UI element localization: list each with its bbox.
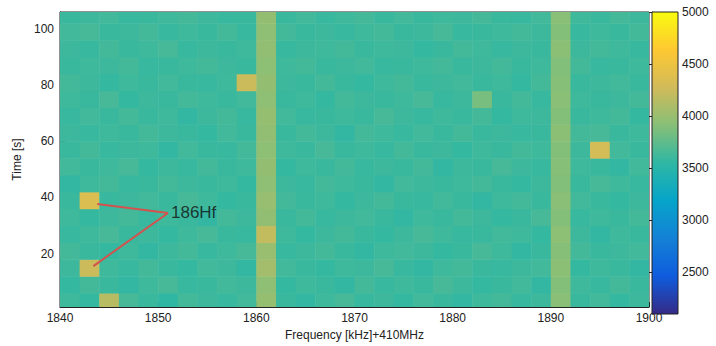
svg-text:4000: 4000 [682, 109, 709, 123]
svg-text:1860: 1860 [243, 311, 270, 325]
svg-text:Frequency [kHz]+410MHz: Frequency [kHz]+410MHz [285, 328, 424, 342]
svg-text:186Hf: 186Hf [171, 203, 217, 222]
svg-text:40: 40 [41, 190, 55, 204]
svg-text:5000: 5000 [682, 5, 709, 19]
svg-text:20: 20 [41, 247, 55, 261]
svg-text:2500: 2500 [682, 265, 709, 279]
svg-text:3500: 3500 [682, 161, 709, 175]
svg-text:1880: 1880 [439, 311, 466, 325]
svg-text:1900: 1900 [635, 311, 663, 326]
svg-text:60: 60 [41, 134, 55, 148]
svg-text:Time [s]: Time [s] [10, 138, 24, 180]
svg-text:3000: 3000 [682, 213, 709, 227]
svg-text:1840: 1840 [47, 311, 74, 325]
svg-text:1870: 1870 [341, 311, 368, 325]
svg-text:1890: 1890 [537, 311, 564, 325]
svg-text:100: 100 [34, 22, 54, 36]
svg-text:1850: 1850 [145, 311, 172, 325]
svg-text:80: 80 [41, 78, 55, 92]
svg-text:4500: 4500 [682, 57, 709, 71]
